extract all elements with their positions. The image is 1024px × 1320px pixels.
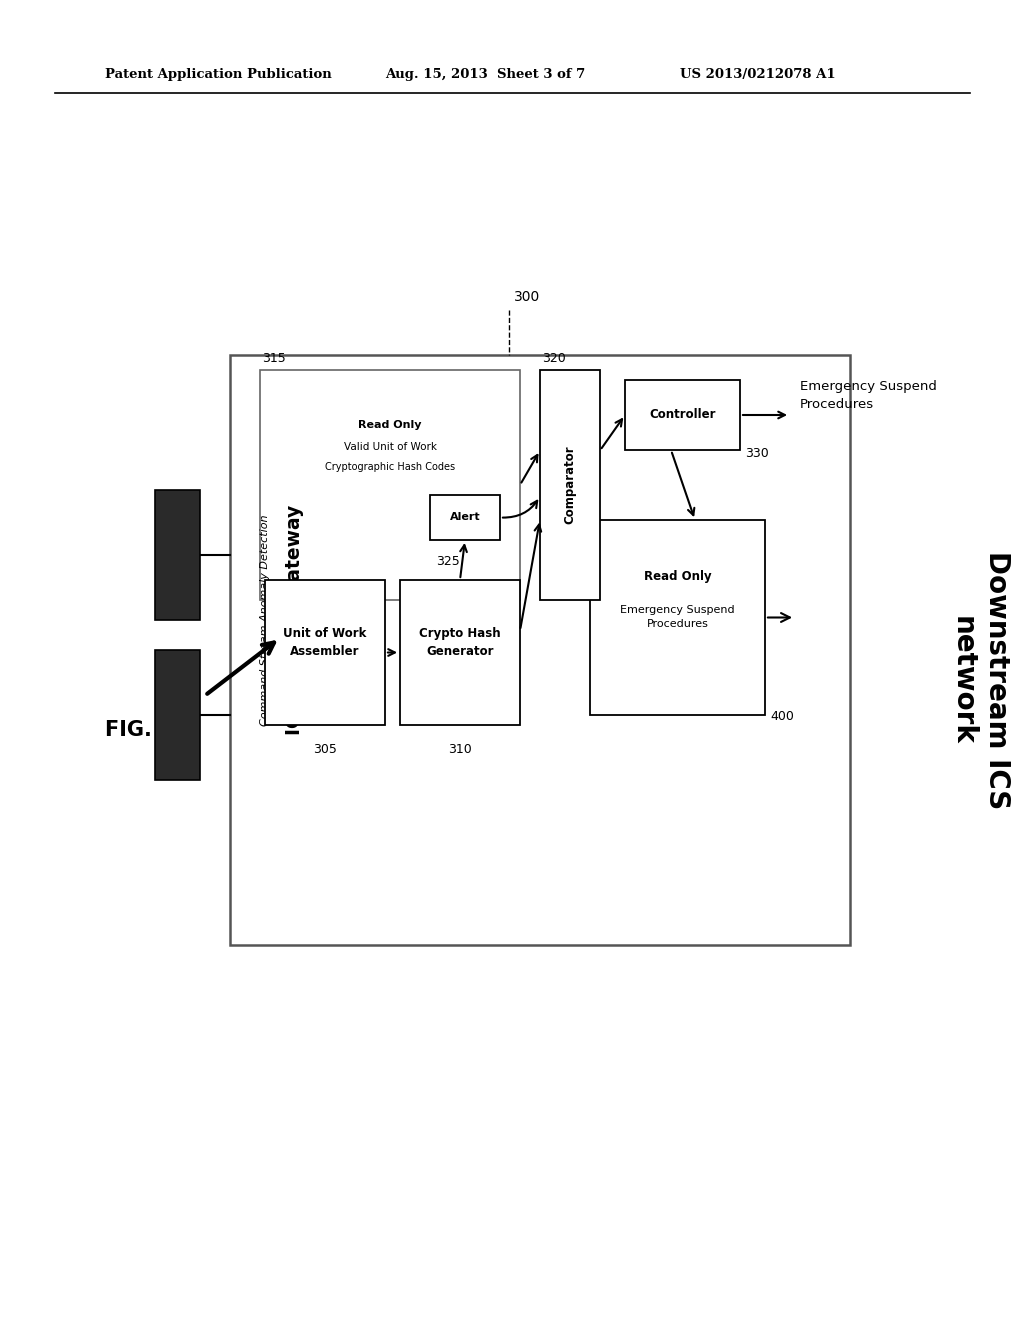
Text: 300: 300 (514, 290, 541, 304)
Bar (625, 380, 740, 450)
Text: Patent Application Publication: Patent Application Publication (105, 69, 332, 81)
Bar (155, 490, 200, 620)
Bar (265, 579, 385, 725)
Text: 325: 325 (436, 554, 460, 568)
Text: Aug. 15, 2013  Sheet 3 of 7: Aug. 15, 2013 Sheet 3 of 7 (385, 69, 586, 81)
Text: Read Only: Read Only (358, 420, 422, 430)
Text: FIG. 3: FIG. 3 (105, 719, 174, 741)
Text: ICS Firewall /Gateway: ICS Firewall /Gateway (286, 504, 304, 735)
Text: Emergency Suspend
Procedures: Emergency Suspend Procedures (800, 380, 937, 411)
Text: 400: 400 (770, 710, 794, 723)
Bar (430, 495, 500, 540)
Text: Alert: Alert (450, 512, 480, 523)
Bar (230, 355, 850, 945)
Bar (540, 370, 600, 601)
Text: 320: 320 (542, 352, 565, 366)
Bar (155, 649, 200, 780)
Text: 330: 330 (745, 447, 769, 459)
Bar (400, 579, 520, 725)
Text: Emergency Suspend
Procedures: Emergency Suspend Procedures (621, 605, 735, 630)
Text: Downstream ICS
network: Downstream ICS network (948, 550, 1012, 809)
Text: Unit of Work
Assembler: Unit of Work Assembler (284, 627, 367, 657)
Text: US 2013/0212078 A1: US 2013/0212078 A1 (680, 69, 836, 81)
Text: Comparator: Comparator (563, 446, 577, 524)
Text: Controller: Controller (649, 408, 716, 421)
Text: ICS controller: ICS controller (172, 515, 182, 595)
Text: Valid Unit of Work: Valid Unit of Work (343, 442, 436, 451)
Bar (260, 370, 520, 601)
Text: ICS Protector: ICS Protector (172, 676, 182, 754)
Text: Cryptographic Hash Codes: Cryptographic Hash Codes (325, 462, 455, 473)
Text: Command Stream Anomaly Detection: Command Stream Anomaly Detection (260, 515, 270, 726)
Text: 310: 310 (449, 743, 472, 756)
Text: 305: 305 (313, 743, 337, 756)
Text: 315: 315 (262, 352, 286, 366)
Text: Read Only: Read Only (644, 570, 712, 583)
Bar (590, 520, 765, 715)
Text: Crypto Hash
Generator: Crypto Hash Generator (419, 627, 501, 657)
